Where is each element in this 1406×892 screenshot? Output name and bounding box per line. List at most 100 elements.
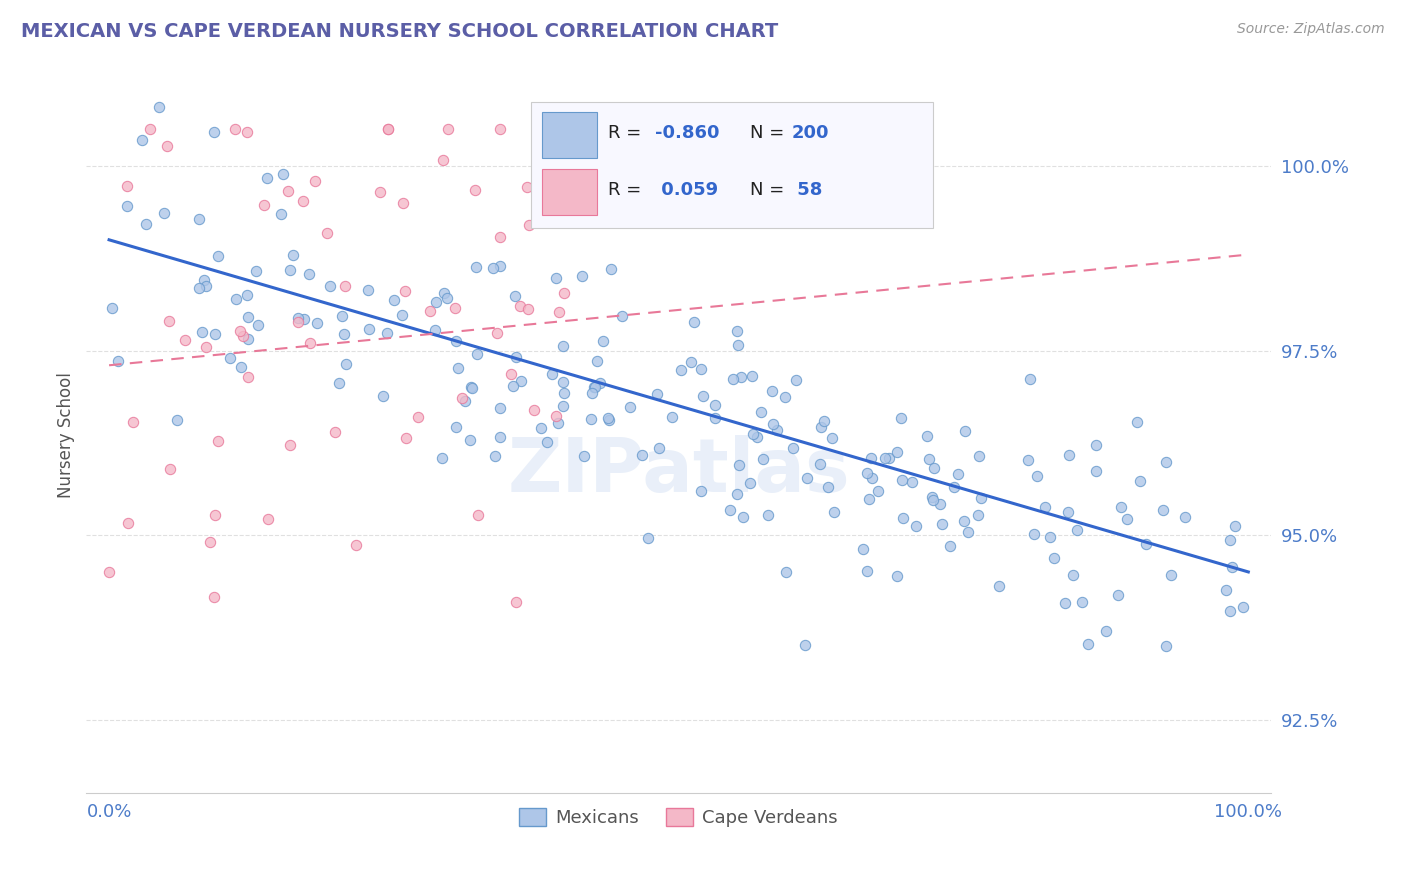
Point <box>856 564 879 578</box>
Point <box>921 490 943 504</box>
Point <box>1054 596 1077 610</box>
Point <box>886 568 908 582</box>
Point <box>107 353 129 368</box>
Point <box>752 451 775 466</box>
Point <box>1033 500 1056 515</box>
Point <box>939 539 962 553</box>
Point <box>173 333 195 347</box>
Point <box>756 508 779 523</box>
Point <box>232 329 254 343</box>
Text: R =: R = <box>607 181 647 199</box>
Point <box>377 122 399 136</box>
Point <box>823 505 845 519</box>
Point <box>238 370 260 384</box>
Point <box>773 390 796 404</box>
Point <box>931 516 953 531</box>
Point <box>598 410 620 425</box>
Point <box>229 359 252 374</box>
Point <box>1042 551 1064 566</box>
Point <box>891 510 914 524</box>
Point <box>852 541 875 556</box>
Point <box>299 335 322 350</box>
Point <box>733 509 755 524</box>
Point <box>193 272 215 286</box>
Point <box>117 199 139 213</box>
Text: R =: R = <box>607 124 647 142</box>
Point <box>922 493 945 508</box>
Point <box>464 260 486 275</box>
Point <box>391 308 413 322</box>
Point <box>901 475 924 489</box>
Point <box>194 278 217 293</box>
Point <box>204 326 226 341</box>
Point <box>553 339 575 353</box>
Point <box>583 379 606 393</box>
Point <box>121 415 143 429</box>
Point <box>619 401 641 415</box>
Point <box>1077 637 1099 651</box>
Point <box>131 133 153 147</box>
Point <box>589 376 612 391</box>
Point <box>101 301 124 315</box>
Point <box>502 379 524 393</box>
Text: N =: N = <box>749 181 785 199</box>
Y-axis label: Nursery School: Nursery School <box>58 373 75 499</box>
Point <box>281 248 304 262</box>
Point <box>785 373 807 387</box>
Point <box>188 212 211 227</box>
Point <box>775 566 797 580</box>
Point <box>858 492 880 507</box>
Point <box>446 334 468 349</box>
Point <box>1115 512 1137 526</box>
Point <box>188 281 211 295</box>
Point <box>257 512 280 526</box>
Point <box>544 409 567 423</box>
Point <box>548 305 571 319</box>
Point <box>877 451 900 466</box>
Point <box>742 427 765 442</box>
Point <box>489 430 512 444</box>
Point <box>761 384 783 398</box>
Point <box>551 400 574 414</box>
Point <box>335 357 357 371</box>
Point <box>305 316 328 330</box>
Point <box>661 409 683 424</box>
Point <box>599 261 621 276</box>
Point <box>583 380 606 394</box>
Point <box>377 122 399 136</box>
Point <box>423 323 446 337</box>
Text: 58: 58 <box>792 181 823 199</box>
Point <box>762 417 785 432</box>
Point <box>157 314 180 328</box>
Point <box>489 259 512 273</box>
Point <box>738 475 761 490</box>
Point <box>292 194 315 209</box>
Point <box>273 167 295 181</box>
Point <box>117 516 139 531</box>
Point <box>536 434 558 449</box>
Point <box>373 389 395 403</box>
Point <box>956 525 979 540</box>
Point <box>484 449 506 463</box>
Point <box>148 100 170 114</box>
Point <box>817 480 839 494</box>
Point <box>571 269 593 284</box>
Point <box>987 579 1010 593</box>
Point <box>207 249 229 263</box>
Point <box>690 484 713 499</box>
Point <box>637 531 659 545</box>
Point <box>256 170 278 185</box>
Point <box>544 271 567 285</box>
Point <box>886 444 908 458</box>
Point <box>253 197 276 211</box>
Point <box>460 380 482 394</box>
Point <box>245 264 267 278</box>
Point <box>796 471 818 485</box>
Point <box>1071 595 1094 609</box>
Point <box>278 438 301 452</box>
Point <box>704 411 727 425</box>
Point <box>1022 527 1045 541</box>
Point <box>1107 588 1129 602</box>
Point <box>346 538 368 552</box>
Point <box>782 442 804 456</box>
